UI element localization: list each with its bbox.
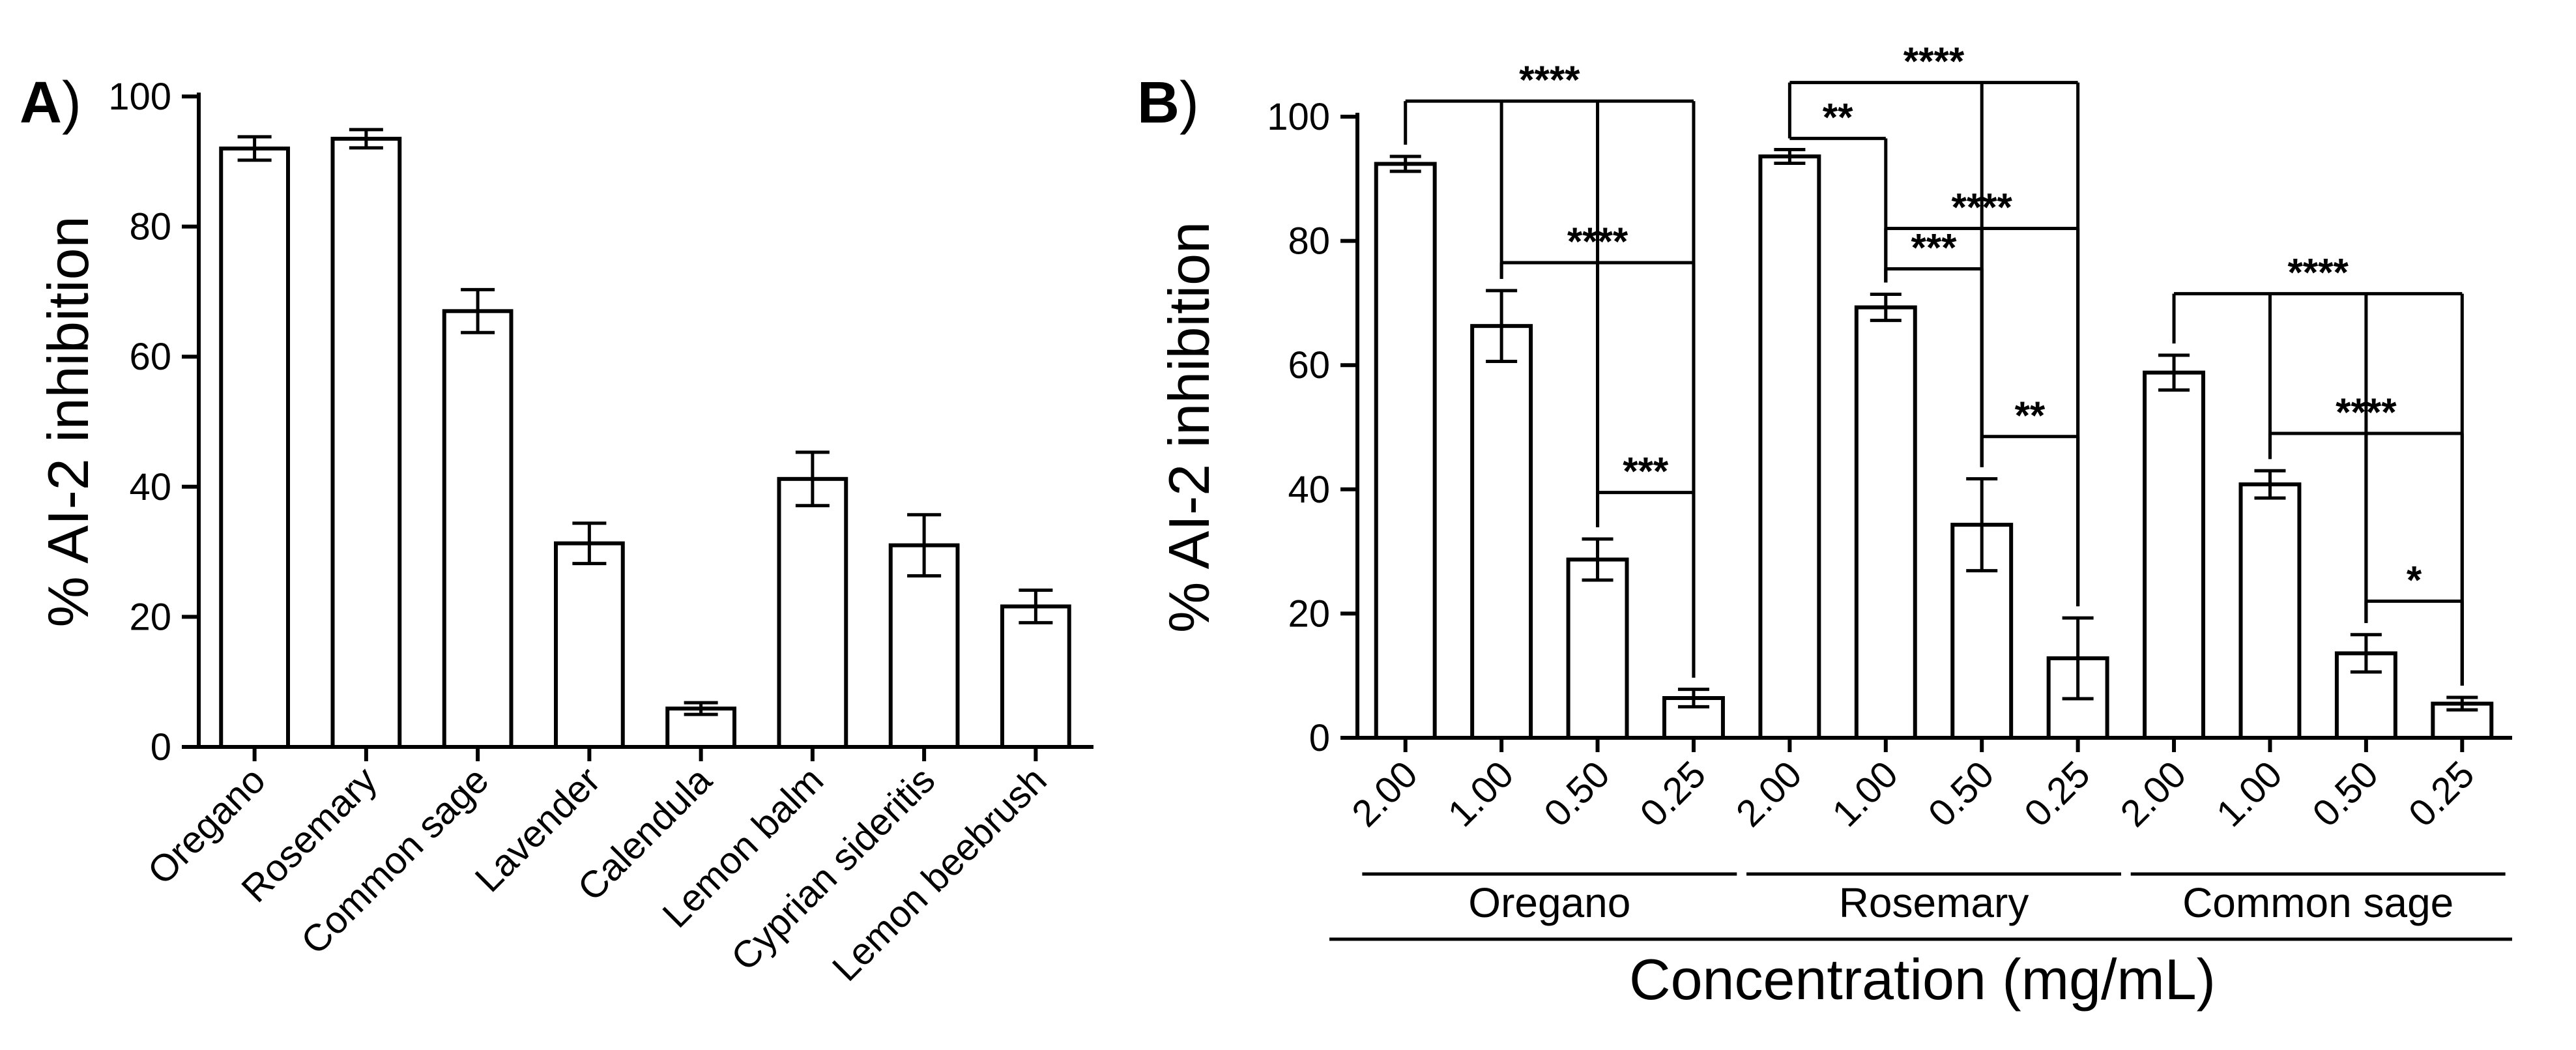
error-bar-b-2-1 [2254,469,2286,500]
bar-b-0-1 [1470,324,1533,740]
error-bar-b-0-0 [1389,154,1421,173]
error-bar-b-1-0 [1774,148,1806,165]
significance-bracket-5 [1884,227,2080,607]
y-tick-label-a-40: 40 [129,466,171,508]
conc-label-b-1-1: 1.00 [1824,753,1906,835]
bar-a-0 [219,146,290,749]
panel-a-letter: A [20,70,62,136]
bar-b-0-0 [1374,162,1437,740]
significance-bracket-9 [2268,431,2464,686]
category-label-a-2: Common sage [293,759,497,963]
conc-label-b-0-0: 2.00 [1344,753,1426,835]
panel-b-label: B) [1137,70,1199,136]
panel-b-letter: B [1137,70,1179,136]
error-bar-a-5 [795,450,830,508]
error-bar-b-2-0 [2158,353,2190,392]
significance-label-10: * [2407,558,2422,602]
y-axis-label-b: % AI-2 inhibition [1157,222,1221,633]
bar-b-2-0 [2143,370,2206,740]
conc-label-b-1-3: 0.25 [2016,753,2098,835]
significance-label-7: ** [2015,394,2046,437]
panel-a-paren: ) [62,70,81,136]
y-tick-label-a-80: 80 [129,206,171,248]
bar-b-1-1 [1854,305,1917,740]
significance-bracket-8 [2172,292,2464,686]
error-bar-a-0 [237,135,272,162]
error-bar-b-1-2 [1966,477,1998,573]
group-label-b-0: Oregano [1468,879,1630,926]
category-label-a-7: Lemon beebrush [824,759,1055,989]
error-bar-b-2-3 [2446,695,2478,712]
significance-label-5: **** [1952,186,2013,229]
error-bar-a-2 [461,287,495,334]
y-axis-label-a: % AI-2 inhibition [36,216,100,627]
conc-label-b-0-3: 0.25 [1632,753,1714,835]
significance-label-4: **** [1903,40,1965,83]
y-tick-label-b-100: 100 [1267,96,1330,138]
panel-b-paren: ) [1179,70,1199,136]
significance-bracket-6 [1884,267,1984,467]
error-bar-b-1-3 [2062,616,2094,701]
bar-b-1-0 [1758,154,1821,740]
error-bar-b-0-1 [1486,289,1518,363]
bar-a-5 [777,476,848,749]
error-bar-b-2-2 [2350,633,2382,674]
significance-bracket-7 [1980,435,2080,607]
error-bar-b-1-1 [1870,293,1902,323]
category-label-a-6: Cyprian sideritis [723,759,944,979]
y-tick-label-a-20: 20 [129,596,171,638]
error-bar-a-3 [572,521,607,566]
y-tick-label-b-0: 0 [1309,717,1330,759]
significance-label-3: ** [1823,95,1853,139]
significance-bracket-4 [1787,81,2080,607]
significance-label-8: **** [2287,251,2349,295]
bar-a-6 [888,543,960,749]
error-bar-a-7 [1019,588,1053,624]
bar-a-2 [442,309,514,749]
y-tick-label-a-0: 0 [151,726,171,768]
bar-b-2-1 [2238,482,2302,740]
error-bar-b-0-2 [1582,537,1614,582]
error-bar-a-6 [907,513,942,578]
bar-a-3 [554,541,625,749]
significance-bracket-1 [1499,261,1696,678]
significance-bracket-2 [1596,491,1696,678]
conc-label-b-1-0: 2.00 [1728,753,1810,835]
significance-label-6: *** [1911,226,1957,269]
significance-bracket-10 [2364,599,2464,686]
bar-b-0-2 [1566,557,1629,740]
significance-label-1: **** [1567,220,1628,263]
y-tick-label-b-80: 80 [1288,220,1330,263]
y-tick-label-a-60: 60 [129,336,171,378]
significance-label-2: *** [1623,450,1669,493]
error-bar-b-0-3 [1677,688,1709,708]
conc-label-b-2-0: 2.00 [2112,753,2194,835]
bar-a-7 [1000,604,1071,749]
y-tick-label-b-20: 20 [1288,592,1330,635]
x-axis-label-b: Concentration (mg/mL) [1629,947,2216,1012]
error-bar-a-4 [684,701,718,716]
conc-label-b-2-2: 0.50 [2304,753,2386,835]
group-label-b-1: Rosemary [1839,879,2029,926]
y-tick-label-b-40: 40 [1288,469,1330,511]
significance-label-9: **** [2336,390,2397,434]
conc-label-b-0-1: 1.00 [1440,753,1522,835]
y-tick-label-a-100: 100 [108,76,171,118]
bar-a-1 [330,136,402,749]
y-tick-label-b-60: 60 [1288,344,1330,386]
conc-label-b-2-3: 0.25 [2401,753,2483,835]
conc-label-b-1-2: 0.50 [1920,753,2003,835]
error-bar-a-1 [349,128,383,150]
group-label-b-2: Common sage [2182,879,2453,926]
significance-bracket-0 [1404,99,1696,678]
conc-label-b-2-1: 1.00 [2208,753,2291,835]
significance-label-0: **** [1519,58,1580,102]
panel-a-label: A) [20,70,81,136]
conc-label-b-0-2: 0.50 [1536,753,1618,835]
